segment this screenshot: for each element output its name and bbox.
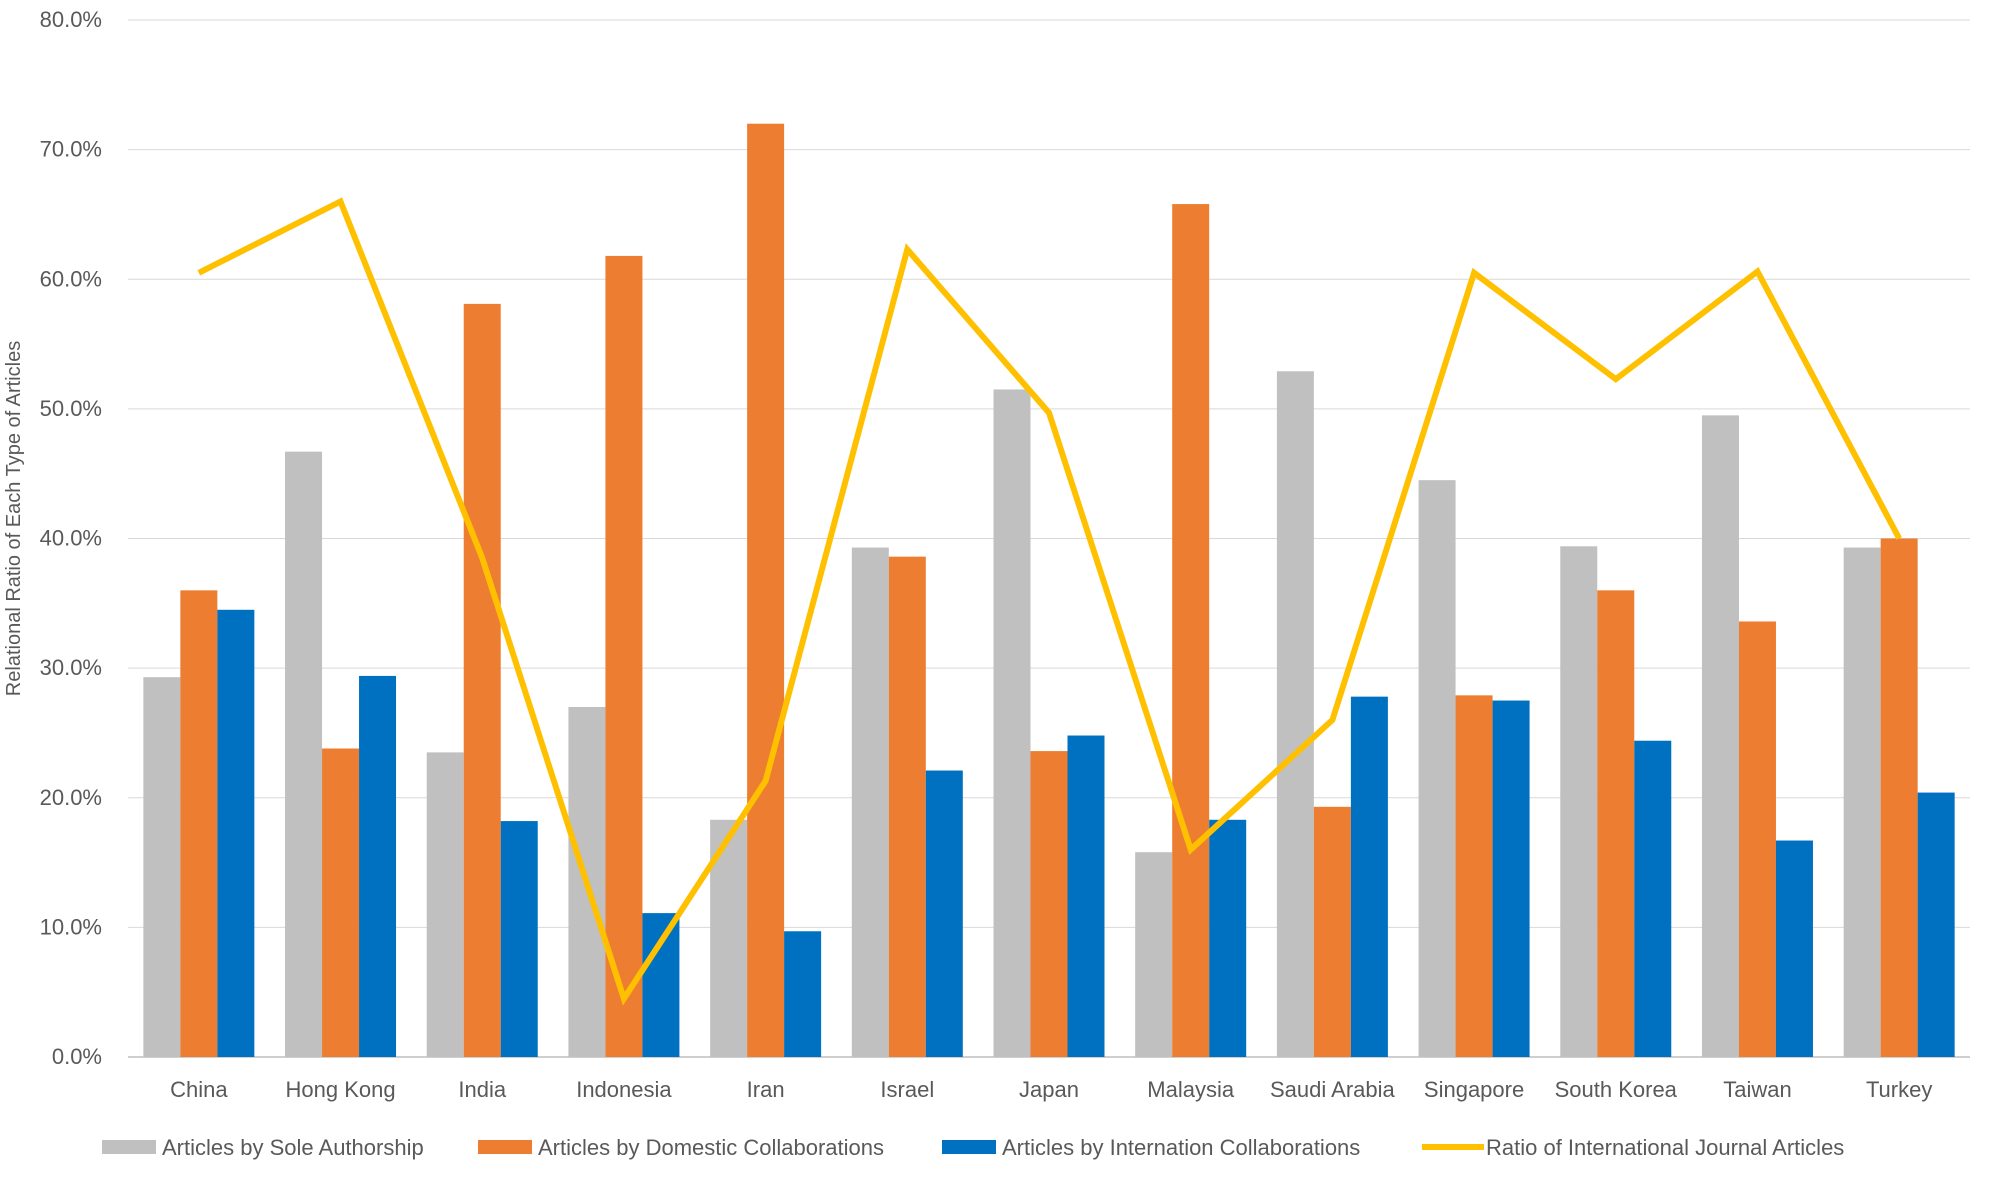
legend-label: Articles by Domestic Collaborations — [538, 1135, 884, 1160]
legend-swatch — [942, 1140, 996, 1154]
bar-articles-by-internation-collaborations-india — [500, 821, 538, 1057]
bar-articles-by-internation-collaborations-malaysia — [1209, 819, 1247, 1057]
bar-articles-by-domestic-collaborations-saudi-arabia — [1313, 806, 1351, 1057]
bar-articles-by-sole-authorship-japan — [993, 389, 1031, 1057]
bar-articles-by-domestic-collaborations-turkey — [1880, 538, 1918, 1057]
bar-articles-by-internation-collaborations-singapore — [1492, 700, 1530, 1057]
bar-articles-by-domestic-collaborations-india — [463, 303, 501, 1057]
x-tick-label: Japan — [1019, 1077, 1079, 1102]
bar-articles-by-internation-collaborations-south-korea — [1634, 740, 1672, 1057]
x-tick-label: Iran — [747, 1077, 785, 1102]
x-tick-label: Israel — [880, 1077, 934, 1102]
bar-articles-by-domestic-collaborations-china — [180, 590, 218, 1057]
bar-articles-by-domestic-collaborations-hong-kong — [322, 748, 360, 1057]
bar-articles-by-internation-collaborations-saudi-arabia — [1350, 696, 1388, 1057]
bar-articles-by-domestic-collaborations-iran — [747, 123, 785, 1057]
y-axis-title: Relational Ratio of Each Type of Article… — [3, 341, 25, 696]
bar-articles-by-sole-authorship-singapore — [1418, 480, 1456, 1057]
bars — [143, 123, 1955, 1058]
bar-articles-by-sole-authorship-israel — [851, 547, 889, 1057]
bar-articles-by-sole-authorship-south-korea — [1560, 546, 1598, 1057]
bar-articles-by-domestic-collaborations-israel — [888, 556, 926, 1057]
bar-articles-by-internation-collaborations-israel — [925, 770, 963, 1057]
legend-label: Articles by Sole Authorship — [162, 1135, 424, 1160]
x-tick-label: Singapore — [1424, 1077, 1524, 1102]
x-tick-label: South Korea — [1555, 1077, 1678, 1102]
bar-articles-by-sole-authorship-hong-kong — [285, 451, 323, 1057]
legend-label: Ratio of International Journal Articles — [1486, 1135, 1844, 1160]
y-tick-label: 70.0% — [40, 137, 102, 162]
x-tick-label: India — [458, 1077, 506, 1102]
bar-articles-by-sole-authorship-turkey — [1843, 547, 1881, 1057]
x-tick-label: Saudi Arabia — [1270, 1077, 1396, 1102]
bar-articles-by-sole-authorship-saudi-arabia — [1276, 371, 1314, 1057]
legend-swatch — [478, 1140, 532, 1154]
y-tick-label: 30.0% — [40, 655, 102, 680]
x-tick-label: China — [170, 1077, 228, 1102]
bar-articles-by-domestic-collaborations-indonesia — [605, 255, 643, 1058]
bar-articles-by-sole-authorship-india — [426, 752, 464, 1057]
y-tick-label: 60.0% — [40, 266, 102, 291]
bar-articles-by-sole-authorship-taiwan — [1701, 415, 1739, 1057]
bar-articles-by-internation-collaborations-turkey — [1917, 792, 1955, 1057]
y-tick-label: 40.0% — [40, 526, 102, 551]
y-tick-label: 20.0% — [40, 785, 102, 810]
bar-articles-by-domestic-collaborations-taiwan — [1738, 621, 1776, 1057]
bar-articles-by-internation-collaborations-taiwan — [1775, 840, 1813, 1057]
legend-item: Ratio of International Journal Articles — [1422, 1135, 1844, 1160]
bar-articles-by-internation-collaborations-indonesia — [642, 913, 680, 1057]
bar-articles-by-domestic-collaborations-malaysia — [1172, 204, 1210, 1057]
y-tick-label: 50.0% — [40, 396, 102, 421]
y-tick-label: 80.0% — [40, 7, 102, 32]
x-tick-label: Taiwan — [1723, 1077, 1791, 1102]
legend-item: Articles by Internation Collaborations — [942, 1135, 1360, 1160]
bar-articles-by-domestic-collaborations-singapore — [1455, 695, 1493, 1057]
legend: Articles by Sole Authorship Articles by D… — [102, 1135, 1844, 1160]
bar-articles-by-internation-collaborations-china — [217, 609, 255, 1057]
legend-item: Articles by Sole Authorship — [102, 1135, 424, 1160]
legend-item: Articles by Domestic Collaborations — [478, 1135, 884, 1160]
bar-articles-by-internation-collaborations-iran — [784, 931, 822, 1057]
bar-articles-by-domestic-collaborations-japan — [1030, 751, 1068, 1057]
y-tick-label: 10.0% — [40, 914, 102, 939]
bar-articles-by-internation-collaborations-hong-kong — [359, 675, 397, 1057]
line-series — [197, 197, 1902, 1006]
bar-articles-by-domestic-collaborations-south-korea — [1597, 590, 1635, 1057]
legend-swatch — [102, 1140, 156, 1154]
x-tick-label: Hong Kong — [285, 1077, 395, 1102]
legend-label: Articles by Internation Collaborations — [1002, 1135, 1360, 1160]
bar-articles-by-sole-authorship-china — [143, 677, 181, 1057]
bar-articles-by-sole-authorship-malaysia — [1135, 852, 1173, 1057]
y-tick-label: 0.0% — [52, 1044, 102, 1069]
x-tick-label: Turkey — [1866, 1077, 1932, 1102]
x-tick-label: Malaysia — [1147, 1077, 1235, 1102]
bar-articles-by-internation-collaborations-japan — [1067, 735, 1105, 1057]
axes: 0.0% 10.0% 20.0% 30.0% 40.0% 50.0% 60.0% 70.0% 8… — [40, 7, 1933, 1102]
x-tick-label: Indonesia — [576, 1077, 672, 1102]
